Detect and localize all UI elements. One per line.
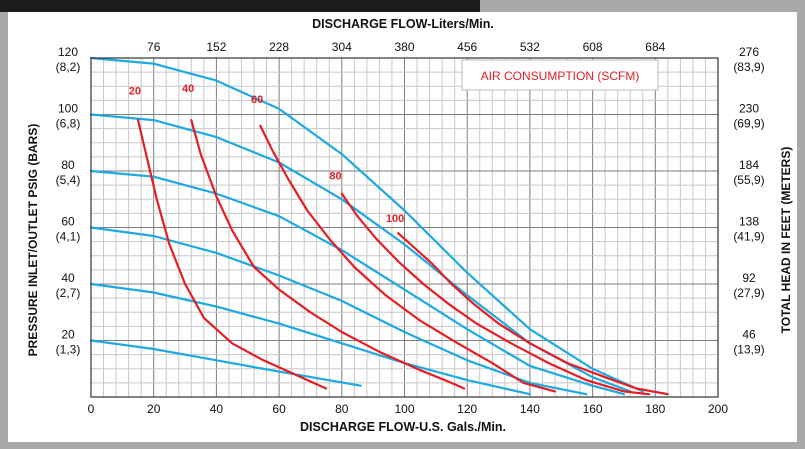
- pressure-curves: [89, 56, 644, 396]
- air-consumption-curve: [259, 124, 557, 393]
- pressure-curve: [89, 282, 531, 396]
- x-tick-label: 0: [88, 402, 95, 416]
- y2-tick-label-meters: (69,9): [733, 117, 764, 131]
- y-tick-label: 20: [61, 328, 75, 342]
- x-tick-label: 140: [520, 402, 540, 416]
- axes: [90, 57, 719, 398]
- pressure-curve: [89, 56, 644, 393]
- air-curve-label: 60: [251, 94, 263, 106]
- air-curve-label: 40: [182, 83, 194, 95]
- x2-axis-title: DISCHARGE FLOW-Liters/Min.: [312, 17, 494, 31]
- y-tick-label: 60: [61, 215, 75, 229]
- air-consumption-curves: [136, 119, 669, 396]
- y2-tick-label-meters: (55,9): [733, 173, 764, 187]
- y2-tick-label: 46: [742, 328, 756, 342]
- air-curve-label: 80: [329, 170, 341, 182]
- x-tick-label: 200: [708, 402, 728, 416]
- x-axis-title: DISCHARGE FLOW-U.S. Gals./Min.: [300, 420, 506, 434]
- x-tick-label: 160: [583, 402, 603, 416]
- y2-tick-label: 276: [739, 45, 759, 59]
- x-tick-label: 60: [272, 402, 286, 416]
- x2-tick-label: 76: [147, 40, 161, 54]
- x2-tick-label: 152: [206, 40, 226, 54]
- y2-tick-label: 184: [739, 158, 759, 172]
- y2-axis-title: TOTAL HEAD IN FEET (METERS): [779, 147, 793, 334]
- y-tick-label-bar: (6,8): [56, 117, 81, 131]
- x-tick-label: 180: [645, 402, 665, 416]
- pressure-curve: [89, 226, 588, 396]
- legend-box: [461, 59, 659, 91]
- y-tick-label-bar: (2,7): [56, 286, 81, 300]
- air-curve-labels: 20 40 60 80 100: [129, 83, 405, 225]
- x2-tick-label: 532: [520, 40, 540, 54]
- y-tick-label: 100: [58, 102, 78, 116]
- pressure-curve: [89, 339, 362, 387]
- air-consumption-curve: [136, 119, 328, 390]
- air-curve-label: 20: [129, 86, 141, 98]
- pressure-curve: [89, 169, 625, 396]
- y2-tick-label-meters: (83,9): [733, 60, 764, 74]
- x-tick-label: 80: [335, 402, 349, 416]
- x2-tick-label: 228: [269, 40, 289, 54]
- y-tick-label: 40: [61, 271, 75, 285]
- y2-tick-label-meters: (41,9): [733, 230, 764, 244]
- y2-tick-label: 92: [742, 271, 756, 285]
- tick-labels: 0 20 40 60 80 100 120 140 160 180 200 76 152 228 304 38…: [56, 40, 765, 416]
- air-curve-label: 100: [386, 213, 404, 225]
- x2-tick-label: 684: [645, 40, 665, 54]
- air-consumption-curve: [340, 192, 651, 396]
- y-axis-title: PRESSURE INLET/OUTLET PSIG (BARS): [26, 124, 40, 357]
- x2-tick-label: 380: [394, 40, 414, 54]
- y-tick-label-bar: (8,2): [56, 60, 81, 74]
- air-consumption-curve: [190, 119, 466, 390]
- x-tick-label: 20: [147, 402, 161, 416]
- air-consumption-curve: [397, 232, 669, 396]
- y2-tick-label: 230: [739, 102, 759, 116]
- y-tick-label: 120: [58, 45, 78, 59]
- x2-tick-label: 456: [457, 40, 477, 54]
- top-bar: [0, 0, 480, 12]
- plot-border: [90, 57, 719, 398]
- y2-tick-label-meters: (13,9): [733, 343, 764, 357]
- y2-tick-label-meters: (27,9): [733, 286, 764, 300]
- y-tick-label: 80: [61, 158, 75, 172]
- x2-tick-label: 304: [332, 40, 352, 54]
- x-tick-label: 40: [210, 402, 224, 416]
- legend-label: AIR CONSUMPTION (SCFM): [481, 69, 640, 83]
- x-tick-label: 100: [394, 402, 414, 416]
- y2-tick-label: 138: [739, 215, 759, 229]
- y-tick-label-bar: (5,4): [56, 173, 81, 187]
- y-tick-label-bar: (4,1): [56, 230, 81, 244]
- grid: [90, 57, 719, 398]
- x-tick-label: 120: [457, 402, 477, 416]
- x2-tick-label: 608: [583, 40, 603, 54]
- y-tick-label-bar: (1,3): [56, 343, 81, 357]
